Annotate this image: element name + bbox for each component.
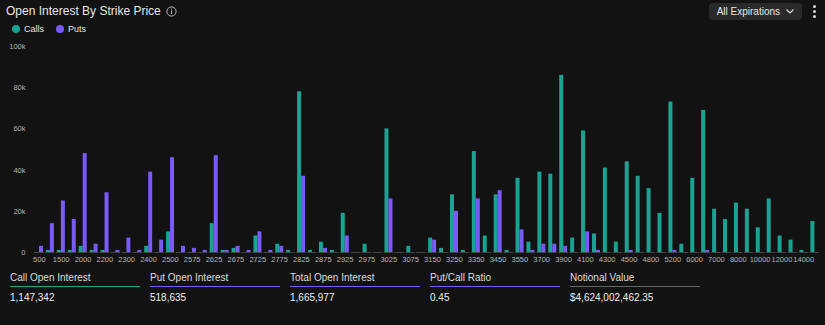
html-text:0.45: 0.45	[430, 292, 450, 303]
html-text:Put Open Interest: Put Open Interest	[150, 272, 229, 283]
html-text:All Expirations: All Expirations	[716, 5, 780, 17]
svg-text:4100: 4100	[577, 255, 594, 264]
html-text:Notional Value: Notional Value	[570, 272, 635, 283]
svg-text:2200: 2200	[96, 255, 113, 264]
svg-text:3150: 3150	[424, 255, 441, 264]
svg-text:40k: 40k	[13, 166, 25, 175]
svg-text:3250: 3250	[446, 255, 463, 264]
svg-text:6000: 6000	[686, 255, 703, 264]
svg-text:80k: 80k	[13, 83, 25, 92]
svg-text:60k: 60k	[13, 124, 25, 133]
html-text:$4,624,002,462.35: $4,624,002,462.35	[570, 292, 654, 303]
svg-text:2000: 2000	[75, 255, 92, 264]
svg-text:1500: 1500	[53, 255, 70, 264]
html-text:518,635: 518,635	[150, 292, 187, 303]
svg-text:12000: 12000	[772, 255, 793, 264]
svg-text:7000: 7000	[708, 255, 725, 264]
svg-text:3025: 3025	[380, 255, 397, 264]
svg-text:10000: 10000	[750, 255, 771, 264]
svg-text:2575: 2575	[184, 255, 201, 264]
html-text:Put/Call Ratio: Put/Call Ratio	[430, 272, 492, 283]
svg-text:5200: 5200	[664, 255, 681, 264]
svg-text:14000: 14000	[793, 255, 814, 264]
svg-text:3900: 3900	[555, 255, 572, 264]
html-text:1,665,977: 1,665,977	[290, 292, 335, 303]
svg-text:2925: 2925	[337, 255, 354, 264]
svg-text:0: 0	[21, 248, 25, 257]
html-text:1,147,342: 1,147,342	[10, 292, 55, 303]
svg-text:500: 500	[33, 255, 46, 264]
svg-text:2775: 2775	[271, 255, 288, 264]
html-text:Calls: Calls	[24, 24, 44, 34]
svg-text:3700: 3700	[533, 255, 550, 264]
svg-text:2975: 2975	[359, 255, 376, 264]
svg-text:20k: 20k	[13, 207, 25, 216]
svg-text:100k: 100k	[9, 42, 26, 51]
svg-text:8000: 8000	[730, 255, 747, 264]
svg-text:2825: 2825	[293, 255, 310, 264]
svg-text:2675: 2675	[228, 255, 245, 264]
html-text:Total Open Interest: Total Open Interest	[290, 272, 375, 283]
svg-text:3550: 3550	[511, 255, 528, 264]
html-text:Open Interest By Strike Price: Open Interest By Strike Price	[6, 4, 161, 18]
svg-text:3350: 3350	[468, 255, 485, 264]
html-text:Puts: Puts	[68, 24, 86, 34]
svg-text:4800: 4800	[643, 255, 660, 264]
svg-text:2725: 2725	[249, 255, 266, 264]
svg-text:2875: 2875	[315, 255, 332, 264]
svg-text:4500: 4500	[621, 255, 638, 264]
svg-text:4300: 4300	[599, 255, 616, 264]
svg-text:2625: 2625	[206, 255, 223, 264]
svg-text:3450: 3450	[490, 255, 507, 264]
html-text:Call Open Interest: Call Open Interest	[10, 272, 91, 283]
svg-text:2500: 2500	[162, 255, 179, 264]
svg-text:3075: 3075	[402, 255, 419, 264]
svg-text:2400: 2400	[140, 255, 157, 264]
svg-text:2300: 2300	[118, 255, 135, 264]
